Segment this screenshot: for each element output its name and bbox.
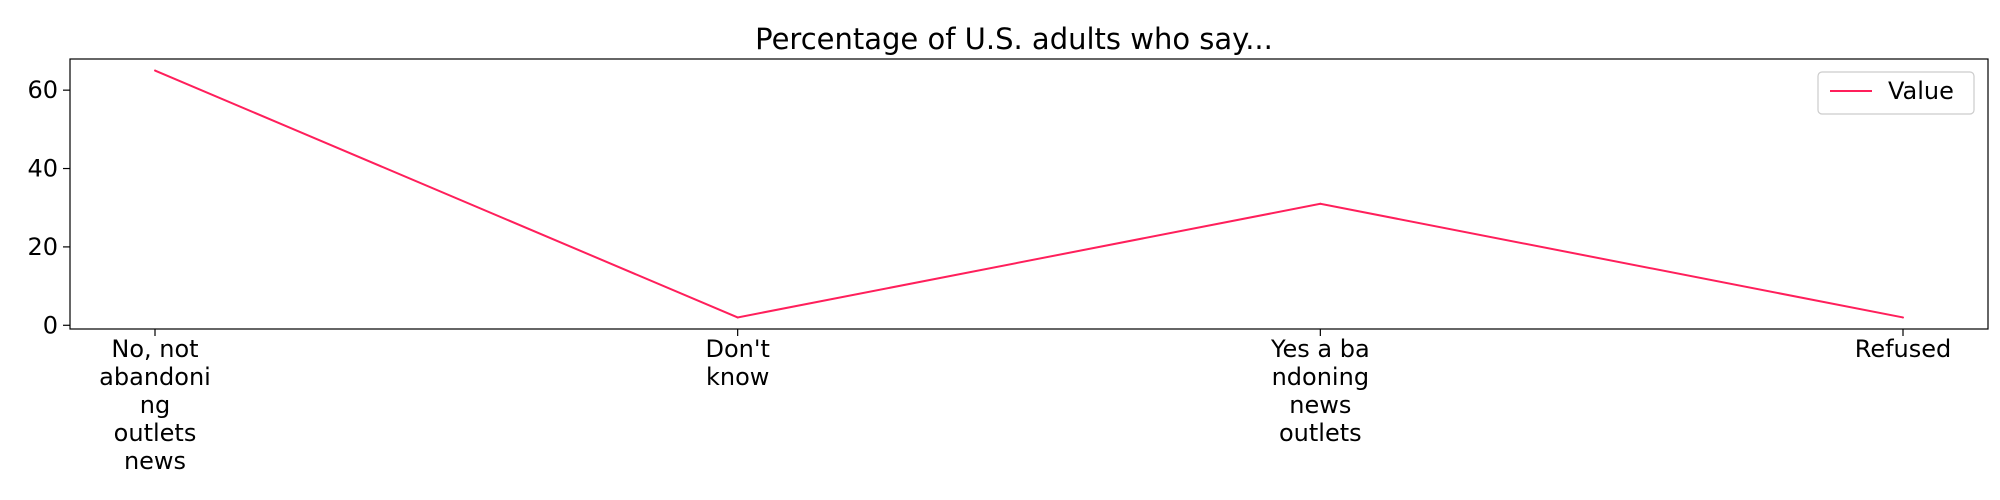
y-tick-label: 60 — [27, 76, 58, 104]
data-point — [1319, 202, 1322, 205]
x-tick-label-line: know — [706, 363, 769, 391]
x-tick-label-line: Yes a ba — [1270, 335, 1370, 363]
x-tick-label: Yes a ba ndoning news outlets — [1270, 335, 1370, 447]
x-tick-label: No, not abandoni ng outlets news — [99, 335, 211, 475]
x-tick-label-line: news — [124, 447, 186, 475]
y-tick-label: 20 — [27, 233, 58, 261]
chart-title: Percentage of U.S. adults who say... — [755, 22, 1273, 56]
legend-box — [1817, 71, 1975, 115]
data-point — [1902, 316, 1904, 319]
x-tick-label-line: No, not — [111, 335, 198, 363]
x-tick-label-line: Don't — [705, 335, 769, 363]
legend-label: Value — [1888, 77, 1954, 105]
plot-area — [69, 58, 1989, 330]
x-tick-label: Don't know — [705, 335, 769, 391]
y-tick-label: 40 — [27, 155, 58, 183]
x-tick-label-line: outlets — [1279, 419, 1362, 447]
x-tick-label-line: ndoning — [1272, 363, 1369, 391]
series-layer — [154, 69, 1904, 319]
x-tick-label-line: abandoni — [99, 363, 211, 391]
data-point — [154, 69, 156, 72]
y-tick-label: 0 — [43, 311, 58, 339]
x-tick-label: Refused — [1855, 335, 1952, 363]
y-axis: 0 20 40 60 — [27, 76, 70, 339]
x-tick-label-line: Refused — [1855, 335, 1952, 363]
legend: Value — [1817, 71, 1975, 115]
x-tick-label-line: news — [1289, 391, 1351, 419]
data-point — [736, 316, 739, 319]
x-tick-label-line: ng — [140, 391, 170, 419]
series-line — [154, 69, 1904, 319]
x-tick-label-line: outlets — [114, 419, 197, 447]
